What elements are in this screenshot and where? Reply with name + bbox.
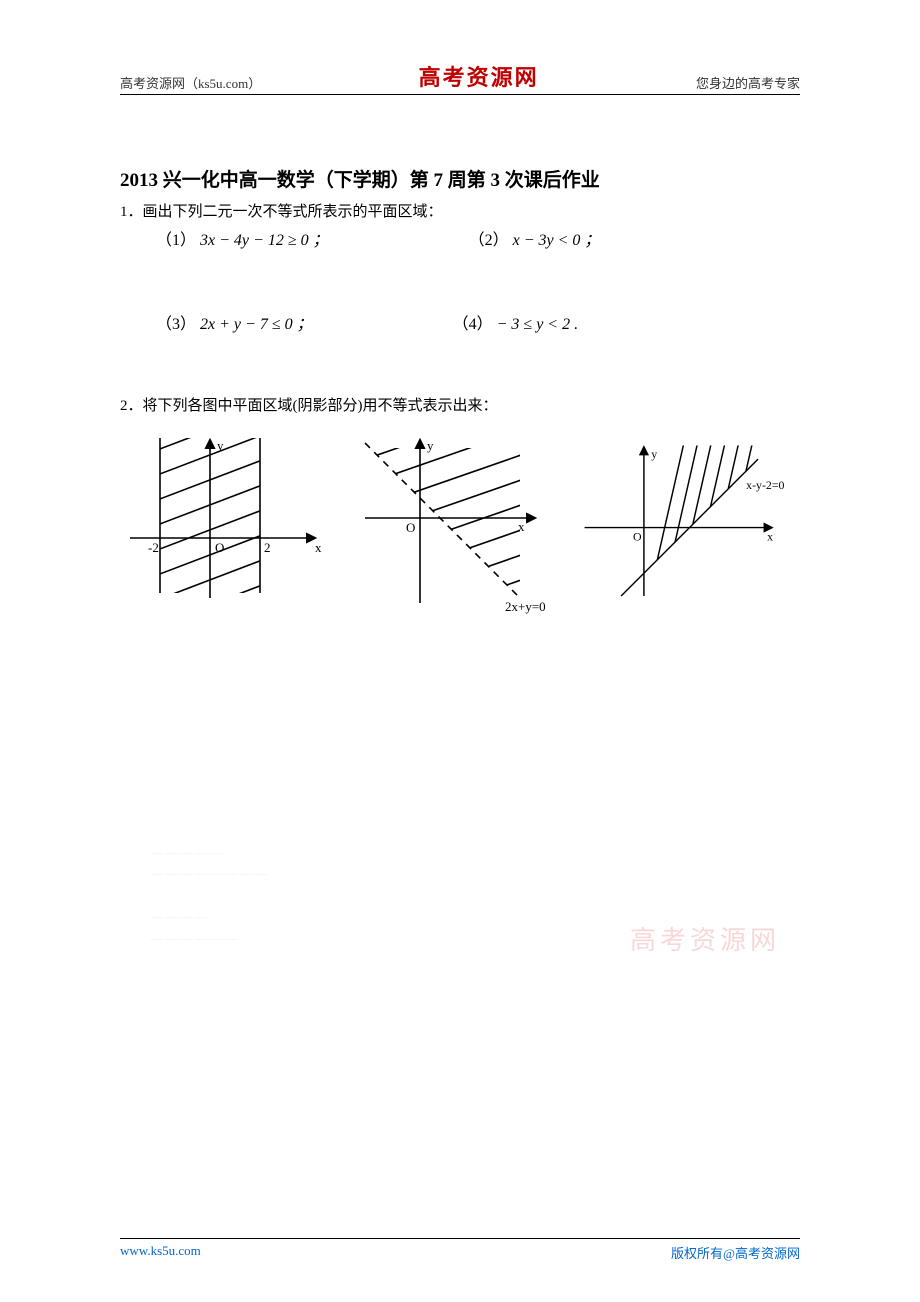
footer-copyright: 版权所有@高考资源网 — [671, 1243, 800, 1262]
footer-url: www.ks5u.com — [120, 1243, 201, 1262]
q1-item-4-label: （4） — [453, 316, 493, 333]
q1-item-1-expr: 3x − 4y − 12 ≥ 0 ； — [200, 232, 329, 249]
graph1-y-label: y — [217, 438, 224, 453]
q1-item-1-label: （1） — [156, 232, 196, 249]
faded-watermark-lines: ·— — — — —— — — — — — — —— — — —— — — — … — [150, 820, 267, 950]
page-header: 高考资源网（ks5u.com） 高考资源网 您身边的高考专家 — [120, 60, 800, 95]
q1-item-2-label: （2） — [469, 232, 509, 249]
graph-2: y x O 2x+y=0 — [350, 428, 560, 618]
q1-row-1: （1） 3x − 4y − 12 ≥ 0 ； （2） x − 3y < 0 ； — [156, 226, 800, 250]
q1-item-4: （4） − 3 ≤ y < 2 . — [453, 310, 579, 334]
graph2-y-label: y — [427, 438, 434, 453]
graph2-x-label: x — [518, 519, 525, 534]
graph1-tick-right: 2 — [264, 540, 271, 555]
page: 高考资源网（ks5u.com） 高考资源网 您身边的高考专家 2013 兴一化中… — [0, 0, 920, 1302]
graph3-y-label: y — [651, 447, 657, 461]
graph1-tick-left: -2 — [148, 540, 159, 555]
question-1-items: （1） 3x − 4y − 12 ≥ 0 ； （2） x − 3y < 0 ； … — [156, 226, 800, 334]
q1-item-2: （2） x − 3y < 0 ； — [469, 226, 601, 250]
graph3-origin: O — [633, 529, 642, 543]
graph1-x-label: x — [315, 540, 322, 555]
q1-item-2-expr: x − 3y < 0 ； — [513, 232, 601, 249]
graph3-x-label: x — [767, 529, 773, 543]
page-footer: www.ks5u.com 版权所有@高考资源网 — [120, 1238, 800, 1262]
graph-1: y x O -2 2 — [120, 428, 330, 618]
question-1-stem: 1．画出下列二元一次不等式所表示的平面区域： — [120, 200, 800, 224]
q1-item-1: （1） 3x − 4y − 12 ≥ 0 ； — [156, 226, 329, 250]
q1-item-3-label: （3） — [156, 316, 196, 333]
q1-item-3: （3） 2x + y − 7 ≤ 0 ； — [156, 310, 313, 334]
watermark-text: 高考资源网 — [630, 920, 780, 957]
header-right-text: 您身边的高考专家 — [696, 73, 800, 92]
q1-item-4-expr: − 3 ≤ y < 2 . — [497, 316, 578, 333]
question-2-stem: 2．将下列各图中平面区域(阴影部分)用不等式表示出来： — [120, 394, 800, 418]
graph-3: y x O x-y-2=0 — [580, 428, 790, 618]
q1-item-3-expr: 2x + y − 7 ≤ 0 ； — [200, 316, 313, 333]
graph1-origin: O — [215, 540, 224, 555]
header-left-text: 高考资源网（ks5u.com） — [120, 73, 261, 92]
graph2-equation: 2x+y=0 — [505, 599, 546, 614]
graph3-equation: x-y-2=0 — [746, 478, 784, 492]
document-title: 2013 兴一化中高一数学（下学期）第 7 周第 3 次课后作业 — [120, 165, 800, 192]
header-brand: 高考资源网 — [419, 60, 539, 92]
q1-row-2: （3） 2x + y − 7 ≤ 0 ； （4） − 3 ≤ y < 2 . — [156, 310, 800, 334]
graph2-origin: O — [406, 520, 415, 535]
question-2-graphs: y x O -2 2 — [120, 428, 800, 618]
